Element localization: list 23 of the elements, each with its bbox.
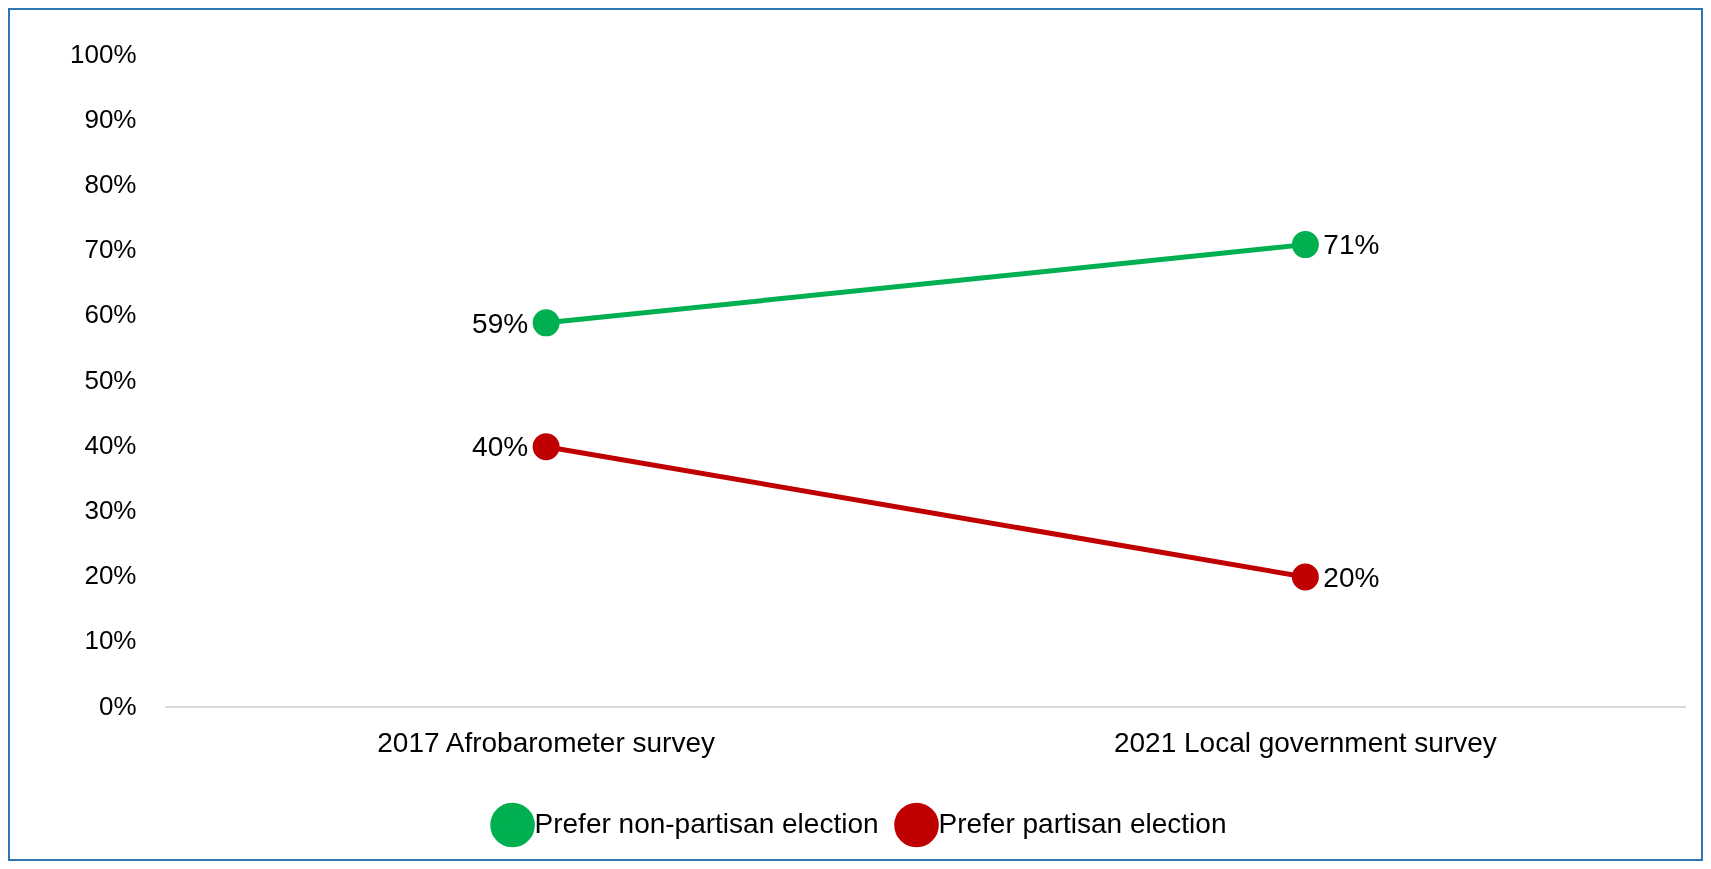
y-tick-label: 30%	[84, 495, 137, 526]
x-tick-label: 2021 Local government survey	[1113, 726, 1497, 758]
data-label: 71%	[1323, 229, 1380, 261]
y-tick-label: 20%	[84, 560, 137, 591]
y-tick-label: 50%	[84, 364, 137, 395]
data-label: 20%	[1323, 561, 1380, 593]
legend-label: Prefer partisan election	[938, 807, 1227, 839]
legend-label: Prefer non-partisan election	[534, 807, 879, 839]
y-tick-label: 100%	[70, 38, 137, 69]
y-tick-label: 70%	[84, 234, 137, 265]
point	[1291, 563, 1319, 591]
point	[532, 309, 560, 337]
y-tick-label: 0%	[98, 690, 137, 721]
y-tick-label: 90%	[84, 103, 137, 134]
data-label: 59%	[472, 307, 529, 339]
y-tick-label: 80%	[84, 169, 137, 200]
data-label: 40%	[472, 431, 529, 463]
point	[532, 433, 560, 461]
y-tick-label: 60%	[84, 299, 137, 330]
y-tick-label: 10%	[84, 625, 137, 656]
point	[1291, 231, 1319, 259]
y-tick-label: 40%	[84, 429, 137, 460]
x-tick-label: 2017 Afrobarometer survey	[377, 726, 715, 758]
